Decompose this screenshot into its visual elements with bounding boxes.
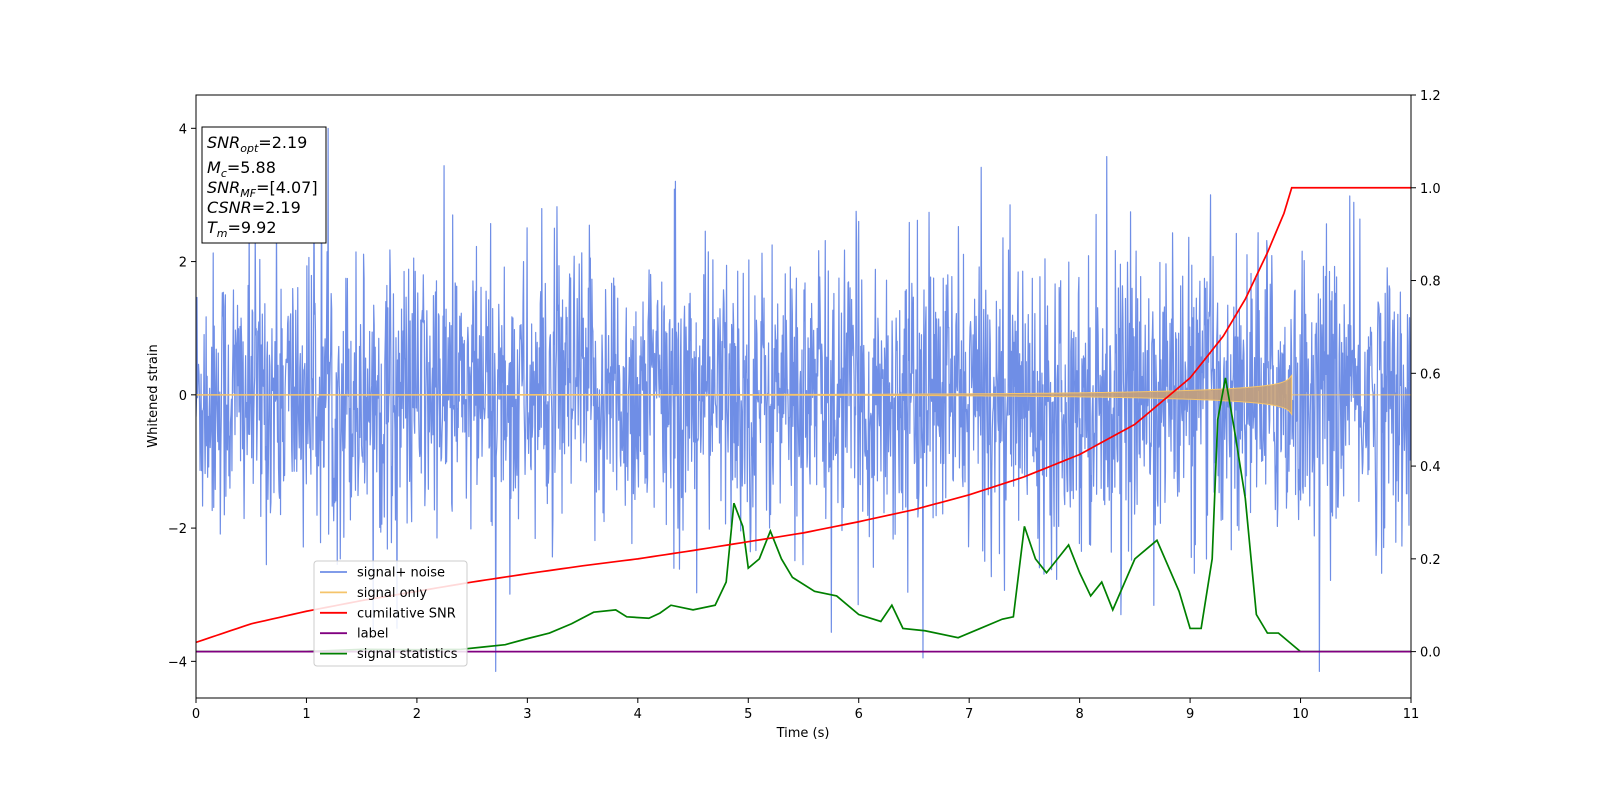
x-tick-label: 4 [634, 707, 642, 722]
y-left-tick-label: 4 [179, 122, 187, 137]
legend-entry-label: cumilative SNR [357, 606, 456, 621]
x-tick-label: 1 [302, 707, 310, 722]
annotation-csnr: CSNR=2.19 [207, 198, 301, 217]
x-tick-label: 6 [855, 707, 863, 722]
x-tick-label: 5 [744, 707, 752, 722]
y-right-tick-label: 0.4 [1420, 460, 1441, 475]
y-axis-label-left: Whitened strain [146, 344, 161, 447]
y-left-tick-label: −4 [168, 655, 187, 670]
annotation-box: SNRopt=2.19 Mc=5.88 SNRMF=[4.07] CSNR=2.… [201, 126, 327, 244]
x-axis: 0 1 2 3 4 5 6 7 8 9 10 11 [192, 698, 1419, 722]
annotation-snr-mf: SNRMF=[4.07] [207, 178, 318, 200]
y-left-tick-label: 0 [179, 389, 187, 404]
plot-frame [195, 94, 1412, 699]
y-left-tick-label: 2 [179, 256, 187, 271]
series-signal-only [196, 373, 1411, 416]
y-right-tick-label: 0.0 [1420, 646, 1441, 661]
legend-entry-label: signal statistics [357, 647, 458, 662]
y-axis-right: 0.0 0.2 0.4 0.6 0.8 1.0 1.2 [1411, 89, 1441, 661]
y-right-tick-label: 0.6 [1420, 367, 1441, 382]
x-axis-label: Time (s) [776, 726, 830, 741]
y-right-tick-label: 1.0 [1420, 182, 1441, 197]
y-axis-left: −4 −2 0 2 4 [168, 122, 196, 670]
y-left-tick-label: −2 [168, 522, 187, 537]
x-tick-label: 11 [1403, 707, 1420, 722]
x-tick-label: 7 [965, 707, 973, 722]
legend-entry-label: label [357, 627, 388, 642]
y-right-tick-label: 0.8 [1420, 275, 1441, 290]
annotation-tm: Tm=9.92 [207, 218, 277, 240]
legend-entry-label: signal+ noise [357, 566, 445, 581]
x-tick-label: 10 [1292, 707, 1309, 722]
y-right-tick-label: 0.2 [1420, 553, 1441, 568]
x-tick-label: 0 [192, 707, 200, 722]
series-signal-statistics [196, 377, 1411, 653]
x-tick-label: 9 [1186, 707, 1194, 722]
legend-entry-label: signal only [357, 586, 427, 601]
series-signal-noise [196, 127, 1411, 672]
x-tick-label: 8 [1075, 707, 1083, 722]
y-right-tick-label: 1.2 [1420, 89, 1441, 104]
legend: signal+ noise signal only cumilative SNR la… [313, 560, 468, 667]
annotation-snr-opt: SNRopt=2.19 [207, 133, 307, 155]
x-tick-label: 3 [523, 707, 531, 722]
annotation-mc: Mc=5.88 [207, 158, 276, 180]
x-tick-label: 2 [413, 707, 421, 722]
